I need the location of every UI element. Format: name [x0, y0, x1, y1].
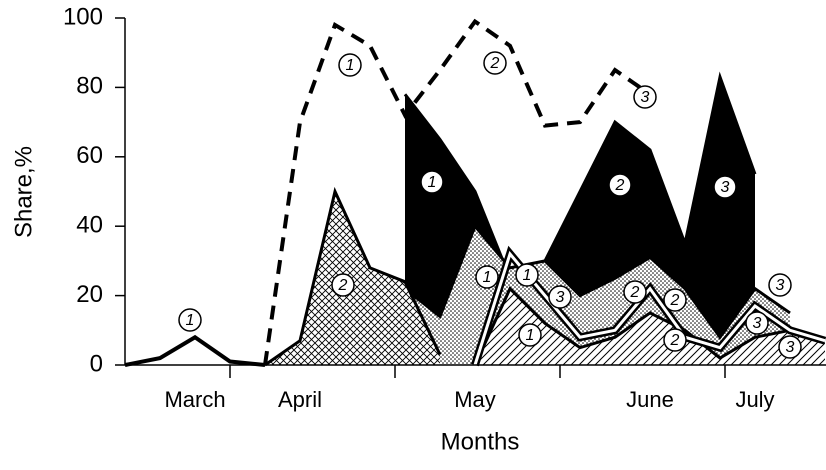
- annotation-circle: [548, 285, 572, 309]
- annotation: 3: [556, 289, 565, 306]
- annotation-circle: [338, 53, 362, 77]
- annotation-circle: [331, 273, 355, 297]
- x-axis-title: Months: [441, 428, 520, 455]
- y-tick-label: 0: [90, 350, 103, 377]
- series-line: [263, 18, 652, 366]
- y-tick-label: 80: [76, 73, 103, 100]
- y-tick-label: 40: [76, 212, 103, 239]
- annotation-circle: [663, 328, 687, 352]
- annotation-circle: [518, 323, 542, 347]
- annotation-circle: [633, 85, 657, 109]
- annotation-circle: [768, 273, 792, 297]
- annotation: 3: [721, 179, 730, 196]
- annotation: 2: [338, 277, 348, 294]
- annotation: 1: [526, 327, 535, 344]
- annotation: 2: [615, 177, 625, 194]
- annotation: 2: [670, 292, 680, 309]
- series-line: [264, 186, 442, 367]
- series-line: [403, 71, 757, 281]
- series-line: [404, 223, 791, 340]
- y-tick-label: 60: [76, 142, 103, 169]
- month-separators: [229, 365, 726, 378]
- annotation-circle: [778, 335, 802, 359]
- annotation-circle: [745, 311, 769, 335]
- annotation: 2: [670, 332, 680, 349]
- annotation-circle: [178, 308, 202, 332]
- annotation-circle: [608, 173, 632, 197]
- annotation-circle: [623, 280, 647, 304]
- x-tick-label: May: [454, 387, 496, 412]
- annotation: 2: [490, 55, 500, 72]
- annotation: 1: [483, 269, 492, 286]
- annotation: 2: [630, 284, 640, 301]
- annotation: 3: [753, 315, 762, 332]
- annotation: 1: [346, 57, 355, 74]
- y-tick-label: 100: [63, 3, 103, 30]
- annotation-circle: [475, 265, 499, 289]
- series-area: [475, 288, 825, 365]
- annotation: 1: [523, 267, 532, 284]
- annotation: 3: [786, 339, 795, 356]
- series-line: [124, 334, 266, 367]
- x-tick-label: June: [626, 387, 674, 412]
- annotation-circle: [515, 263, 539, 287]
- annotation-circle: [713, 175, 737, 199]
- annotation-circle: [483, 51, 507, 75]
- annotation-circle: [420, 170, 444, 194]
- x-tick-label: July: [735, 387, 774, 412]
- series-line: [473, 286, 826, 366]
- annotation: 3: [641, 89, 650, 106]
- annotation: 3: [776, 277, 785, 294]
- annotation-circle: [663, 288, 687, 312]
- y-axis-title: Share,%: [10, 146, 37, 238]
- x-tick-label: March: [164, 387, 225, 412]
- y-tick-label: 20: [76, 281, 103, 308]
- annotation: 1: [428, 174, 437, 191]
- annotation: 1: [186, 312, 195, 329]
- x-tick-label: April: [278, 387, 322, 412]
